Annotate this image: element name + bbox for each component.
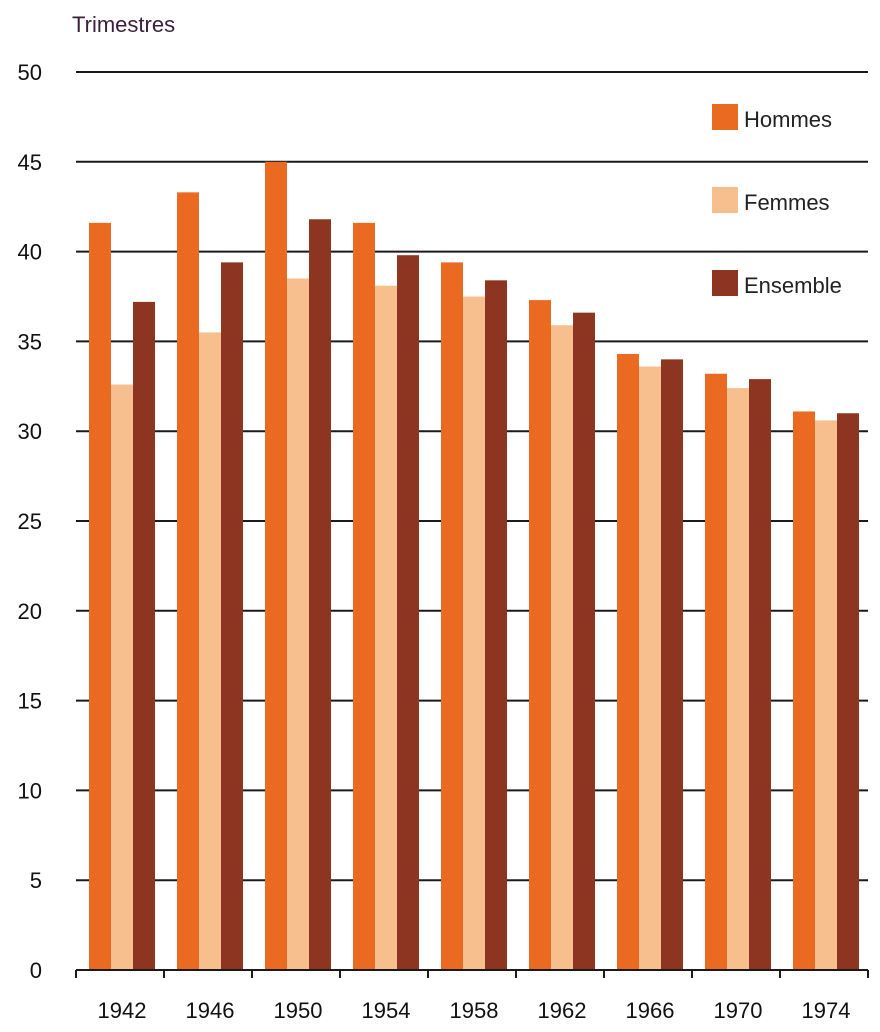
bar-femmes-1946 (199, 332, 221, 970)
y-tick-label: 40 (18, 240, 42, 265)
y-tick-label: 30 (18, 419, 42, 444)
bar-hommes-1954 (353, 222, 375, 970)
legend-label-hommes: Hommes (744, 107, 832, 132)
bar-femmes-1950 (287, 278, 309, 970)
bar-ensemble-1954 (397, 255, 419, 970)
bar-hommes-1962 (529, 300, 551, 970)
axes: 0 5 10 15 20 25 30 35 40 45 50 1942 1946 1950 1954 1958… (18, 60, 869, 1023)
y-tick-label: 25 (18, 509, 42, 534)
bar-hommes-1974 (793, 411, 815, 971)
bar-ensemble-1970 (749, 379, 771, 971)
legend-swatch-femmes (712, 187, 738, 213)
legend-swatch-ensemble (712, 270, 738, 296)
bar-femmes-1954 (375, 285, 397, 970)
bar-ensemble-1958 (485, 280, 507, 970)
x-tick-label: 1974 (802, 998, 851, 1023)
bar-femmes-1966 (639, 366, 661, 970)
bar-ensemble-1974 (837, 413, 859, 970)
bar-ensemble-1942 (133, 301, 155, 970)
bar-hommes-1942 (89, 222, 111, 970)
bar-hommes-1950 (265, 161, 287, 971)
bar-femmes-1970 (727, 388, 749, 970)
bar-ensemble-1950 (309, 219, 331, 971)
bars (89, 161, 859, 971)
x-tick-label: 1962 (538, 998, 587, 1023)
x-tick-label: 1970 (714, 998, 763, 1023)
y-tick-label: 35 (18, 329, 42, 354)
bar-hommes-1958 (441, 262, 463, 971)
legend-label-femmes: Femmes (744, 190, 830, 215)
bar-ensemble-1966 (661, 359, 683, 970)
x-tick-label: 1966 (626, 998, 675, 1023)
bar-femmes-1974 (815, 420, 837, 970)
bar-hommes-1970 (705, 373, 727, 970)
bar-ensemble-1946 (221, 262, 243, 971)
y-tick-label: 15 (18, 689, 42, 714)
y-tick-label: 20 (18, 599, 42, 624)
bar-femmes-1942 (111, 384, 133, 970)
bar-hommes-1946 (177, 192, 199, 970)
legend-label-ensemble: Ensemble (744, 273, 842, 298)
bar-femmes-1962 (551, 325, 573, 971)
bar-hommes-1966 (617, 353, 639, 970)
y-tick-label: 10 (18, 778, 42, 803)
legend-swatch-hommes (712, 104, 738, 130)
x-tick-label: 1954 (362, 998, 411, 1023)
bar-ensemble-1962 (573, 312, 595, 970)
y-tick-label: 45 (18, 150, 42, 175)
y-tick-label: 0 (30, 958, 42, 983)
y-tick-label: 50 (18, 60, 42, 85)
x-tick-label: 1958 (450, 998, 499, 1023)
x-tick-label: 1946 (186, 998, 235, 1023)
legend: Hommes Femmes Ensemble (712, 104, 842, 298)
y-tick-label: 5 (30, 868, 42, 893)
bar-femmes-1958 (463, 296, 485, 970)
x-tick-label: 1950 (274, 998, 323, 1023)
y-axis-title: Trimestres (72, 12, 175, 37)
x-tick-label: 1942 (98, 998, 147, 1023)
